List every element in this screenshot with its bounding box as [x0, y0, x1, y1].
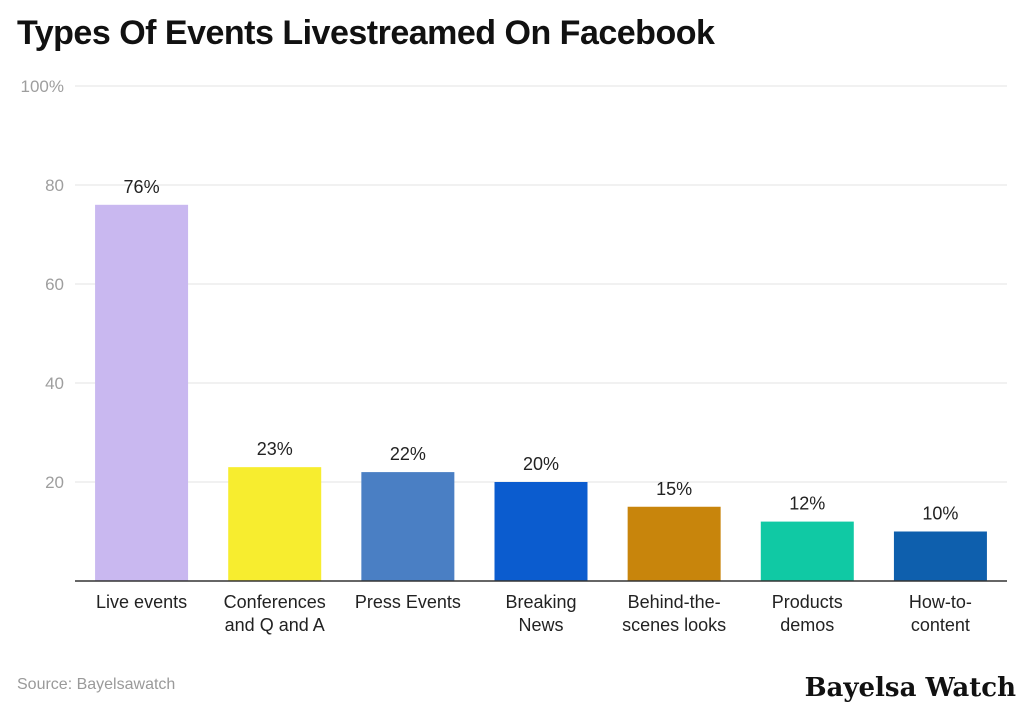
x-tick-label: Products: [772, 592, 843, 612]
x-tick-label: Breaking: [505, 592, 576, 612]
x-tick-label: How-to-: [909, 592, 972, 612]
y-tick-label: 60: [45, 275, 64, 294]
data-label: 10%: [922, 504, 958, 524]
data-label: 76%: [124, 177, 160, 197]
x-tick-label: Live events: [96, 592, 187, 612]
x-tick-label: and Q and A: [225, 615, 325, 635]
bar: [893, 531, 987, 581]
data-label: 20%: [523, 454, 559, 474]
chart-title: Types Of Events Livestreamed On Facebook: [17, 14, 715, 52]
bar: [95, 204, 189, 582]
source-note: Source: Bayelsawatch: [17, 676, 176, 693]
y-tick-label: 80: [45, 176, 64, 195]
x-tick-label: Behind-the-: [628, 592, 721, 612]
bar: [494, 482, 588, 581]
data-label: 22%: [390, 444, 426, 464]
brand-logo: Bayelsa Watch: [804, 673, 1016, 703]
bar: [228, 467, 322, 581]
data-label: 12%: [789, 494, 825, 514]
data-label: 23%: [257, 439, 293, 459]
bar: [627, 506, 721, 581]
x-tick-label: demos: [780, 615, 834, 635]
x-tick-label: content: [911, 615, 970, 635]
x-tick-label: Press Events: [355, 592, 461, 612]
y-tick-label: 100%: [21, 77, 64, 96]
y-tick-label: 40: [45, 374, 64, 393]
y-tick-label: 20: [45, 473, 64, 492]
x-tick-label: News: [518, 615, 563, 635]
bar: [760, 521, 854, 581]
x-tick-label: Conferences: [224, 592, 326, 612]
x-tick-label: scenes looks: [622, 615, 726, 635]
bar: [361, 472, 455, 581]
data-label: 15%: [656, 479, 692, 499]
